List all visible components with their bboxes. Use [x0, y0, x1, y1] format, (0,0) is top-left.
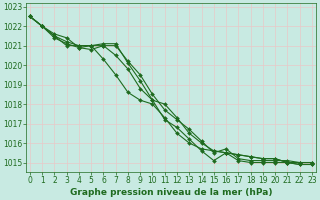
X-axis label: Graphe pression niveau de la mer (hPa): Graphe pression niveau de la mer (hPa) [70, 188, 272, 197]
